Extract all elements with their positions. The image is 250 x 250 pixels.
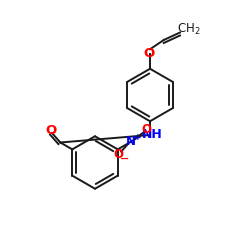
Text: +: + [134,132,142,141]
Text: N: N [126,135,136,148]
Text: O: O [45,124,56,137]
Text: O: O [144,47,155,60]
Text: −: − [120,153,129,164]
Text: O: O [141,123,151,136]
Text: NH: NH [142,128,163,141]
Text: O: O [113,148,123,160]
Text: CH$_2$: CH$_2$ [177,22,201,37]
